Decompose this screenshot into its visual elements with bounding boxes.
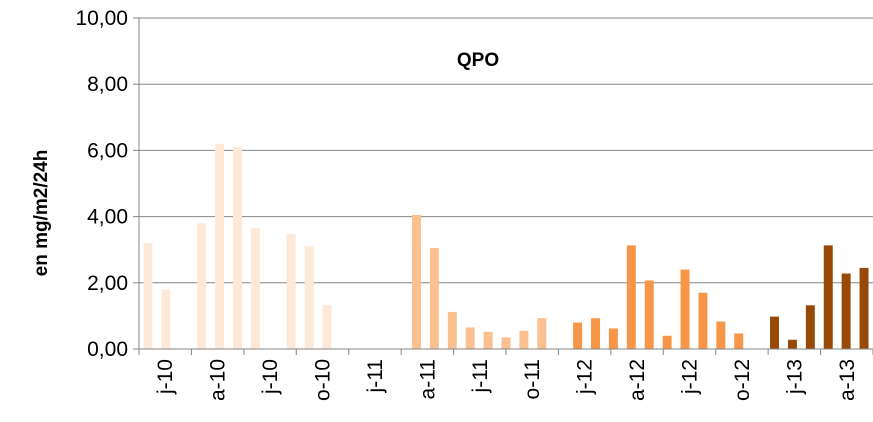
bar bbox=[304, 246, 314, 349]
x-tick-label: a-10 bbox=[207, 359, 230, 401]
bar bbox=[787, 339, 797, 349]
axes: 0,00 2,00 4,00 6,00 8,00 10,00 j-10 a-10 j-10 o-1… bbox=[75, 7, 873, 401]
bar bbox=[501, 337, 511, 349]
bar bbox=[626, 245, 636, 349]
bar bbox=[591, 318, 600, 349]
x-tick-label: j-12 bbox=[679, 359, 702, 395]
y-tick-label: 10,00 bbox=[75, 7, 128, 30]
bars bbox=[143, 143, 869, 349]
x-tick-label: a-12 bbox=[626, 359, 649, 401]
y-tick-label: 8,00 bbox=[87, 73, 128, 96]
bar bbox=[805, 305, 815, 349]
x-tick-label: a-13 bbox=[836, 359, 859, 401]
bar bbox=[250, 228, 260, 349]
bar bbox=[859, 267, 869, 349]
y-tick-label: 0,00 bbox=[87, 338, 128, 361]
x-tick-label: o-11 bbox=[521, 359, 544, 399]
x-tick-label: j-11 bbox=[364, 359, 387, 393]
bar bbox=[573, 322, 583, 349]
bar bbox=[322, 304, 332, 349]
bar bbox=[537, 318, 547, 349]
bar bbox=[644, 280, 654, 349]
bar bbox=[734, 333, 744, 349]
x-tick-label: j-10 bbox=[259, 359, 282, 395]
bar bbox=[161, 289, 171, 349]
bar bbox=[680, 269, 690, 349]
bar bbox=[770, 316, 780, 349]
chart-title: QPO bbox=[457, 50, 499, 71]
x-tick-label: j-12 bbox=[574, 359, 597, 395]
bar bbox=[286, 233, 296, 349]
bar bbox=[143, 243, 153, 349]
x-tick-label: j-10 bbox=[154, 359, 177, 395]
bar bbox=[483, 331, 493, 349]
bar bbox=[215, 143, 225, 349]
bar bbox=[698, 292, 708, 349]
bar bbox=[519, 330, 529, 349]
x-tick-label: j-11 bbox=[469, 359, 492, 393]
bar bbox=[447, 311, 457, 349]
bar bbox=[197, 223, 207, 349]
x-tick-label: o-10 bbox=[312, 359, 335, 401]
y-tick-label: 6,00 bbox=[87, 139, 128, 162]
x-tick-label: o-12 bbox=[731, 359, 754, 401]
bar bbox=[412, 214, 421, 349]
bar bbox=[608, 328, 618, 349]
y-tick-label: 4,00 bbox=[87, 206, 128, 229]
gridlines bbox=[139, 17, 873, 284]
bar bbox=[465, 327, 475, 349]
y-axis-label: en mg/m2/24h bbox=[31, 150, 52, 277]
x-tick-label: j-13 bbox=[783, 359, 806, 395]
bar bbox=[232, 147, 242, 349]
bar bbox=[716, 321, 726, 349]
bar bbox=[429, 248, 439, 349]
bar bbox=[841, 273, 851, 349]
y-tick-label: 2,00 bbox=[87, 272, 128, 295]
bar bbox=[823, 245, 833, 349]
bar bbox=[662, 335, 672, 349]
x-tick-label: a-11 bbox=[416, 359, 439, 399]
